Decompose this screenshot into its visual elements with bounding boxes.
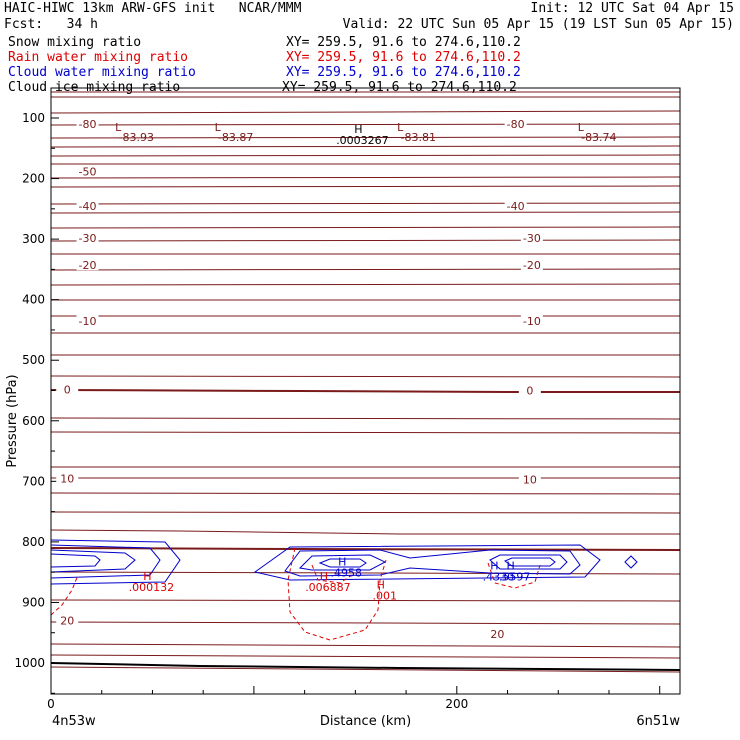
temperature-label: -10	[523, 315, 541, 328]
temperature-label-bg	[56, 383, 79, 395]
temperature-label-bg	[520, 314, 543, 326]
y-axis-label: Pressure (hPa)	[5, 374, 20, 467]
temperature-label: -50	[79, 165, 97, 178]
temperature-label-bg	[56, 472, 79, 484]
cloud-water-contours	[50, 539, 638, 585]
temperature-label: 10	[523, 474, 537, 487]
temperature-label-bg	[76, 259, 99, 271]
temperature-label-bg	[520, 231, 543, 243]
temperature-label: -10	[79, 315, 97, 328]
rain-water-contours	[50, 547, 541, 641]
high-value: .0003267	[336, 134, 389, 147]
x-tick-label: 200	[445, 697, 468, 711]
temperature-label: 20	[490, 628, 504, 641]
temperature-label-bg	[56, 614, 79, 626]
high-value: .4958	[330, 567, 362, 580]
high-marker: H	[338, 556, 346, 569]
temperature-label-bg	[518, 473, 541, 485]
temperature-label-bg	[76, 314, 99, 326]
temperature-label-bg	[518, 384, 541, 396]
high-marker: H	[506, 560, 514, 573]
low-value: -83.81	[401, 131, 436, 144]
low-marker: L	[578, 121, 585, 134]
high-value: .001	[373, 590, 398, 603]
temperature-label: -30	[79, 232, 97, 245]
y-tick-label: 1000	[14, 656, 45, 670]
field-xy-cloud-water: XY= 259.5, 91.6 to 274.6,110.2	[286, 65, 521, 80]
high-value: .5597	[499, 571, 531, 584]
endpoint-left: 4n53w	[52, 714, 96, 729]
temperature-label: -30	[523, 232, 541, 245]
temperature-label-bg	[76, 231, 99, 243]
temperature-label: -80	[507, 118, 525, 131]
temperature-label: -20	[79, 259, 97, 272]
y-tick-label: 800	[22, 535, 45, 549]
temperature-label: 0	[64, 383, 71, 396]
surface-line	[50, 662, 681, 671]
y-tick-label: 400	[22, 293, 45, 307]
temperature-label: 0	[526, 385, 533, 398]
temperature-contours	[50, 91, 681, 673]
y-tick-label: 500	[22, 353, 45, 367]
low-marker: L	[215, 121, 222, 134]
temperature-label-bg	[486, 627, 509, 639]
field-xy-snow: XY= 259.5, 91.6 to 274.6,110.2	[286, 35, 521, 50]
x-axis-label: Distance (km)	[320, 714, 411, 729]
temperature-label: -40	[507, 200, 525, 213]
temperature-label: -40	[79, 200, 97, 213]
endpoint-right: 6n51w	[636, 714, 680, 729]
field-xy-rain: XY= 259.5, 91.6 to 274.6,110.2	[286, 50, 521, 65]
high-marker: H	[143, 570, 151, 583]
temperature-label: -20	[523, 259, 541, 272]
low-value: -83.87	[218, 131, 253, 144]
low-value: -83.93	[118, 131, 153, 144]
thick-contours	[50, 389, 681, 551]
contour-labels: -80 -80 -50 -40 -40 -30 -30 -20 -20 -10 -10 0 0 10 10 2…	[56, 118, 617, 641]
temperature-label-bg	[504, 118, 527, 130]
temperature-label-bg	[76, 118, 99, 130]
field-name-snow: Snow mixing ratio	[8, 35, 142, 50]
chart-title: HAIC-HIWC 13km ARW-GFS init NCAR/MMM	[4, 1, 302, 16]
temperature-label-bg	[76, 199, 99, 211]
init-time: Init: 12 UTC Sat 04 Apr 15	[530, 1, 735, 16]
y-tick-label: 900	[22, 595, 45, 609]
high-value: .000132	[129, 581, 175, 594]
temperature-label: 20	[60, 615, 74, 628]
y-tick-label: 700	[22, 474, 45, 488]
field-name-cloud-water: Cloud water mixing ratio	[8, 65, 196, 80]
temperature-label-bg	[76, 165, 99, 177]
high-marker: H	[354, 123, 362, 136]
forecast-hour: Fcst: 34 h	[4, 17, 98, 32]
high-value: .4330	[483, 571, 515, 584]
valid-time: Valid: 22 UTC Sun 05 Apr 15 (19 LST Sun …	[342, 17, 734, 32]
temperature-label-bg	[520, 259, 543, 271]
high-value: .006887	[305, 581, 351, 594]
temperature-label-bg	[504, 199, 527, 211]
temperature-label: 10	[60, 472, 74, 485]
field-name-rain: Rain water mixing ratio	[8, 50, 189, 65]
y-tick-label: 600	[22, 414, 45, 428]
low-marker: L	[397, 121, 404, 134]
y-tick-label: 300	[22, 232, 45, 246]
y-tick-label: 200	[22, 172, 45, 186]
x-tick-label: 0	[47, 697, 55, 711]
low-marker: L	[115, 121, 122, 134]
y-tick-label: 100	[22, 111, 45, 125]
high-marker: H	[320, 570, 328, 583]
low-value: -83.74	[581, 131, 616, 144]
high-marker: H	[377, 579, 385, 592]
high-marker: H	[490, 560, 498, 573]
temperature-label: -80	[79, 118, 97, 131]
